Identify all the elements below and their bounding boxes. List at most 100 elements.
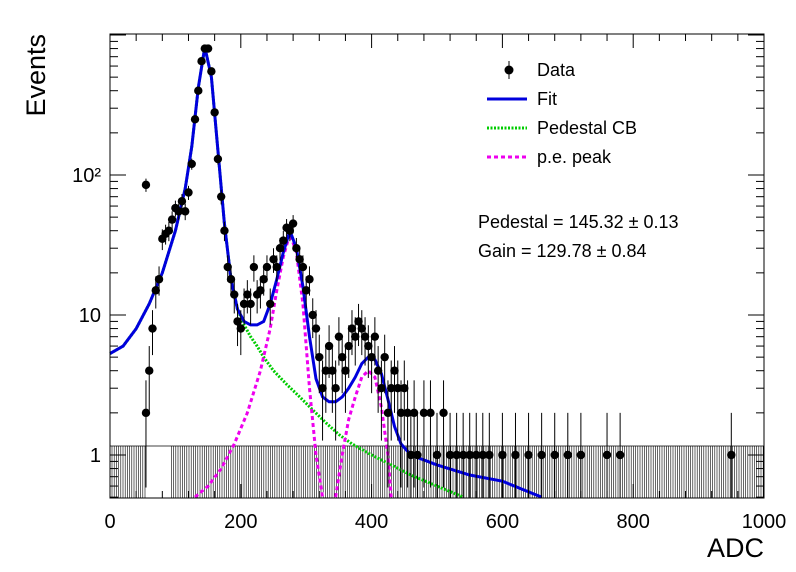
data-point [331,384,340,393]
data-point [485,450,494,460]
data-point [334,332,344,341]
data-point [239,299,249,309]
data-point [409,408,419,418]
data-point [279,236,288,245]
data-point [164,226,174,235]
data-point [256,286,265,295]
data-point [226,275,236,284]
data-point [383,408,393,418]
data-point [269,255,278,264]
data-point [315,352,324,362]
data-point [393,384,402,393]
data-point [458,450,468,460]
y-tick-label: 10² [72,165,101,187]
data-point [406,450,416,460]
data-point [220,226,229,235]
x-tick-label: 600 [486,511,519,533]
legend-label: p.e. peak [537,147,612,167]
data-point [439,408,448,418]
annotation-text: Gain = 129.78 ± 0.84 [478,241,647,261]
x-tick-label: 400 [355,511,388,533]
data-point [197,56,206,66]
fit-annotations: Pedestal = 145.32 ± 0.13 Gain = 129.78 ± … [478,212,679,261]
data-point [367,352,376,362]
data-point [233,317,242,326]
series-p-e-peak-line [194,228,393,499]
data-point [426,408,435,418]
data-point [194,86,203,95]
legend-marker [504,65,514,75]
data-point [167,215,177,224]
data-point [387,384,396,393]
series-pedestal-cb-line [109,46,464,499]
data-point [190,115,200,124]
data-point [262,262,272,272]
data-point [184,188,193,197]
data-point [478,450,487,460]
data-point [465,450,474,460]
y-tick-label: 10 [79,305,101,327]
data-point [576,450,586,460]
data-point [213,154,223,164]
data-point [311,324,321,333]
data-point [364,341,373,351]
data-point [413,450,422,460]
data-point [524,450,533,460]
data-point [298,262,308,272]
x-tick-label: 0 [104,511,115,533]
data-point [305,275,314,284]
data-point [344,341,353,351]
data-point [295,255,304,264]
y-axis-title: Events [21,34,51,117]
data-point [347,324,357,333]
data-point [246,299,255,309]
data-point [351,332,360,341]
data-point [324,341,334,351]
data-point [216,192,226,201]
data-point [288,219,298,228]
data-point [563,450,572,460]
data-point [400,384,409,393]
data-point [472,450,481,460]
data-point [249,262,259,272]
data-point [272,262,281,272]
data-point [259,275,268,284]
data-point [141,408,151,418]
data-point [210,108,219,117]
data-point [377,384,386,393]
data-point [615,450,625,460]
data-point [727,450,736,460]
data-point [419,408,429,418]
x-tick-label: 800 [617,511,650,533]
data-point [203,44,213,53]
legend: Data Fit Pedestal CB p.e. peak [487,60,637,167]
data-point [452,450,461,460]
data-point [223,262,232,272]
data-point [537,450,546,460]
data-point [285,226,295,235]
data-point [373,366,383,375]
data-point [141,180,151,190]
data-point [187,159,196,169]
data-point [328,366,337,375]
data-point [148,324,157,333]
data-point [445,450,455,460]
data-point [174,207,183,216]
data-point [145,366,154,375]
data-point [318,384,327,393]
data-point [602,450,612,460]
data-point [432,450,442,460]
data-point [266,299,275,309]
data-point [550,450,559,460]
data-point [396,408,406,418]
x-tick-label: 1000 [742,511,787,533]
y-axis: 1 10 10² [72,34,764,498]
legend-label: Data [537,60,576,80]
data-point [207,67,216,76]
data-point [357,324,366,333]
data-point [390,366,399,375]
data-point [154,275,164,284]
data-point [302,286,311,295]
data-point [236,324,245,333]
